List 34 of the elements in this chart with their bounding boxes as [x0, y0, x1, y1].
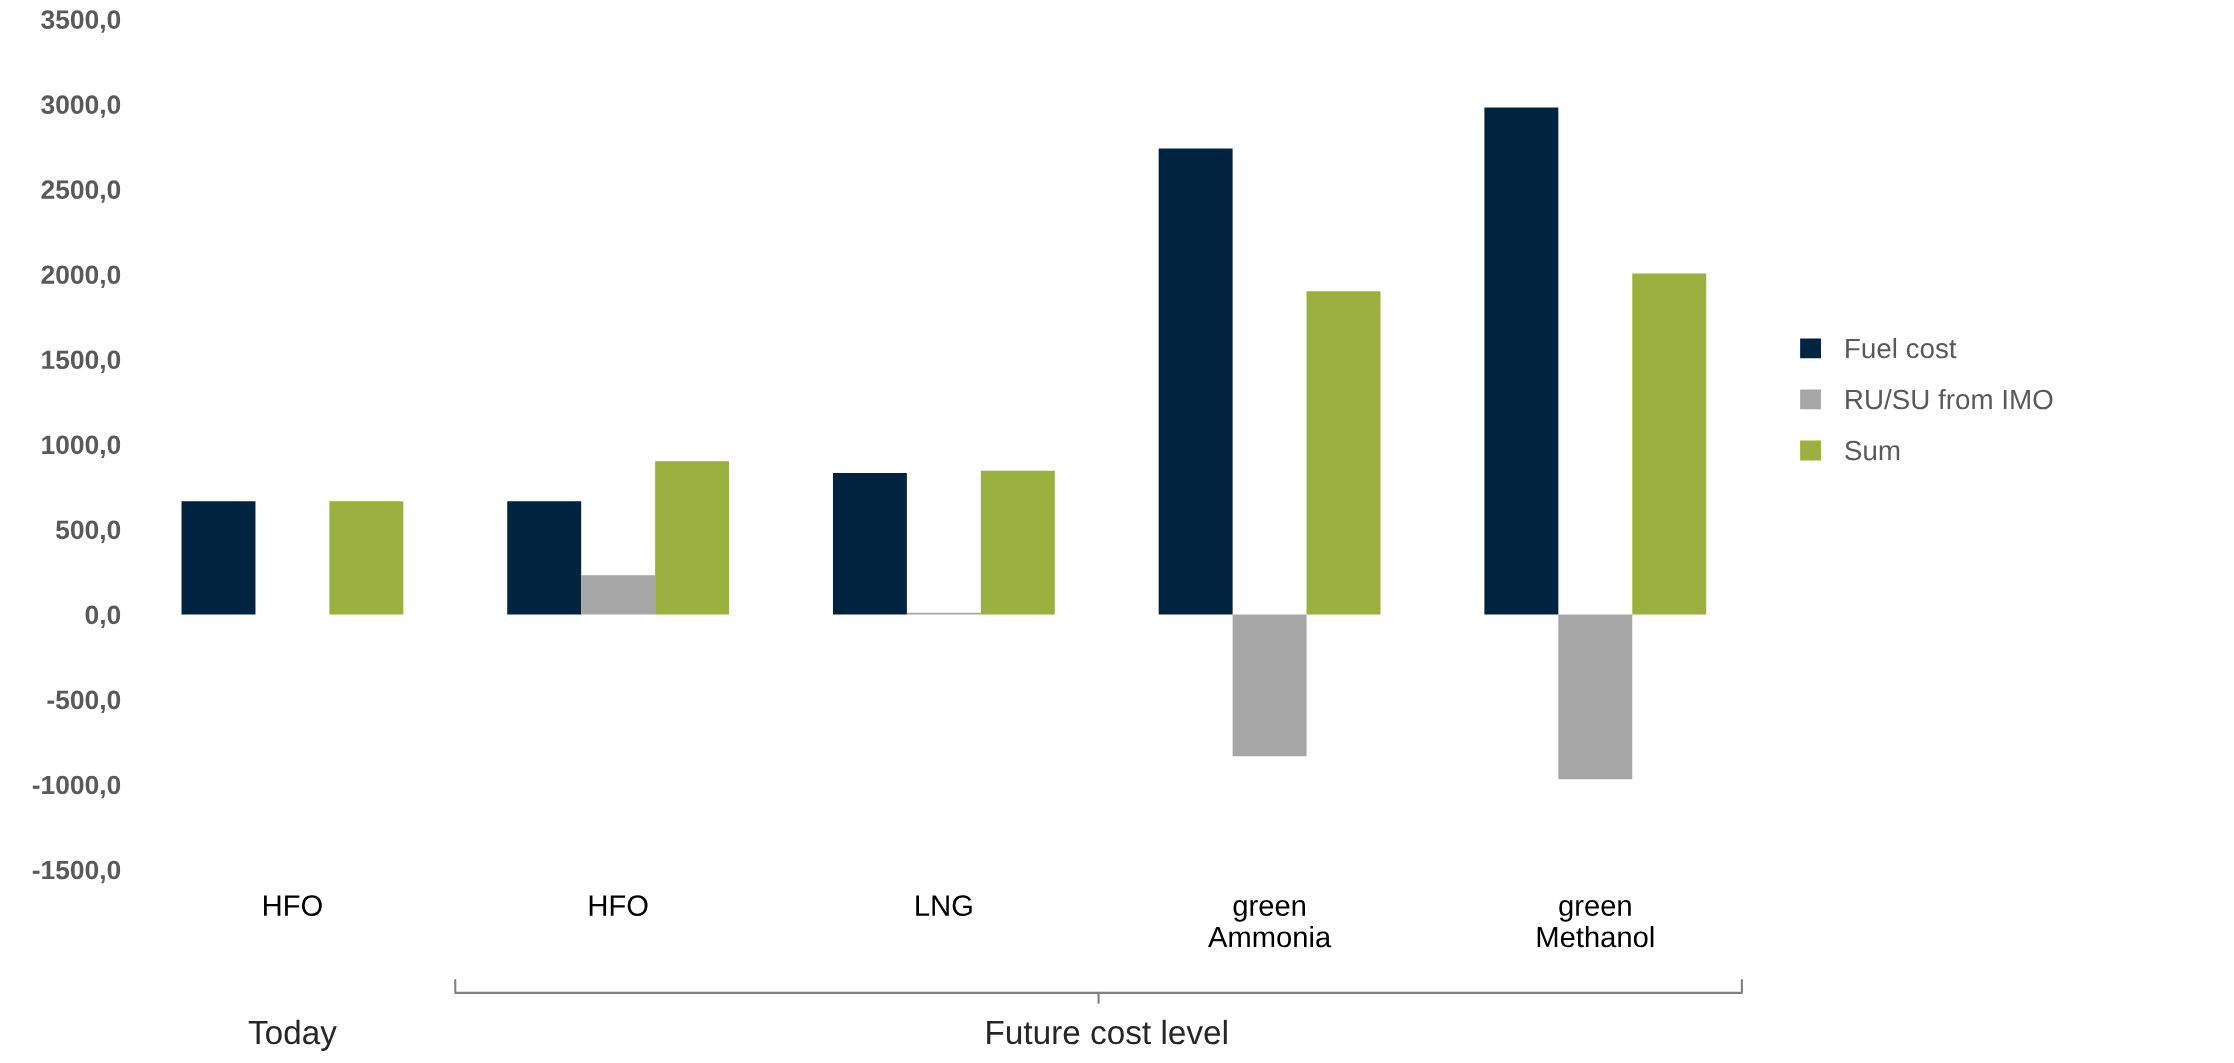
bar — [832, 472, 907, 615]
bar — [181, 501, 256, 615]
bar — [1484, 107, 1559, 615]
legend-label: RU/SU from IMO — [1846, 388, 2053, 410]
bar — [1632, 273, 1707, 615]
y-tick-label: 2500,0 — [41, 180, 121, 203]
y-tick-label: 3000,0 — [41, 95, 121, 118]
bar — [655, 461, 730, 615]
y-tick-label: 0,0 — [85, 605, 121, 629]
x-tick-label: HFO — [589, 895, 648, 916]
y-tick-label: 3500,0 — [41, 10, 121, 33]
bar — [1306, 291, 1381, 615]
x-tick-label: LNG — [916, 895, 972, 916]
bar — [1232, 614, 1307, 757]
bar — [507, 501, 582, 615]
y-tick-label: 500,0 — [56, 520, 121, 544]
y-tick-label: 2000,0 — [41, 265, 121, 288]
x-tick-label: green Methanol — [1537, 899, 1654, 948]
y-tick-label: 1000,0 — [42, 435, 121, 458]
legend-label: Fuel cost — [1846, 337, 1957, 359]
y-tick-label: 1500,0 — [42, 350, 121, 373]
text: Today — [248, 1019, 337, 1051]
x-tick-label: HFO — [264, 895, 322, 916]
bar — [329, 501, 404, 615]
bar — [980, 470, 1055, 615]
y-tick-label: -1500,0 — [32, 860, 121, 884]
bar — [581, 575, 656, 615]
x-tick-label: green Ammonia — [1208, 899, 1332, 948]
y-tick-label: -1000,0 — [32, 775, 121, 799]
bar — [1158, 148, 1233, 615]
text: Future cost level — [987, 1019, 1227, 1045]
bar — [1558, 614, 1633, 780]
y-tick-label: -500,0 — [47, 690, 121, 714]
legend-label: Sum — [1845, 440, 1900, 461]
